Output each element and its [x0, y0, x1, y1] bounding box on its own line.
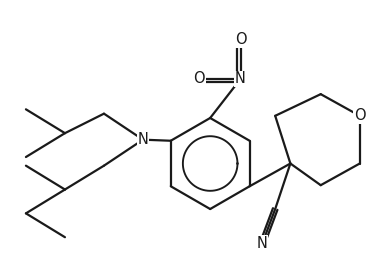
- Text: N: N: [235, 72, 246, 86]
- Text: O: O: [354, 108, 365, 123]
- Text: N: N: [257, 236, 268, 251]
- Text: O: O: [235, 32, 246, 48]
- Text: O: O: [193, 72, 205, 86]
- Text: N: N: [138, 132, 149, 147]
